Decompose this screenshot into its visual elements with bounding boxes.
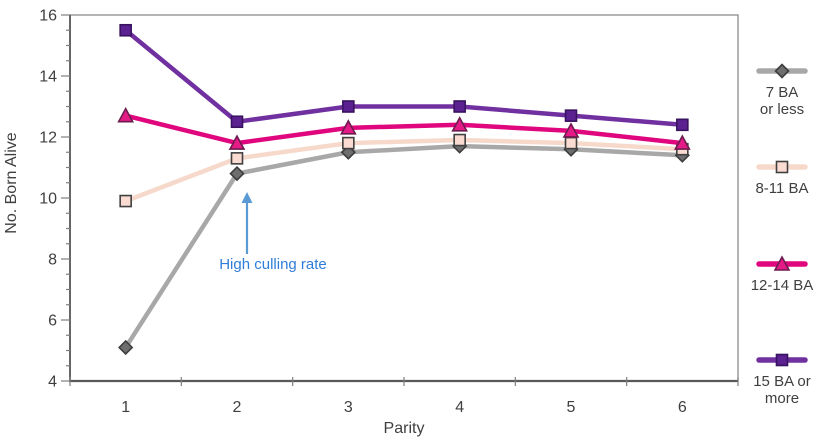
x-tick-label: 2 (233, 399, 242, 416)
legend-item-8-11-ba: 8-11 BA (744, 158, 820, 197)
data-point-marker (228, 134, 246, 150)
data-point-marker (774, 63, 790, 79)
y-tick-label: 14 (39, 69, 57, 86)
data-point-marker (775, 353, 789, 367)
data-point-marker (676, 118, 689, 132)
legend-label: 8-11 BA (744, 180, 820, 197)
data-point-marker (342, 100, 355, 113)
annotation-arrow-head (241, 192, 253, 203)
data-point-marker (119, 23, 132, 37)
data-point-marker (342, 136, 355, 150)
y-tick-label: 6 (48, 313, 57, 330)
series-12-14-ba (117, 106, 691, 150)
data-point-marker (453, 133, 466, 147)
legend-label-line: 12-14 BA (750, 277, 814, 294)
series-line (123, 113, 685, 146)
legend-label: 12-14 BA (744, 277, 820, 294)
legend-item-12-14-ba: 12-14 BA (744, 255, 820, 294)
legend-swatch (756, 255, 808, 271)
data-point-marker (339, 119, 357, 135)
data-point-marker (229, 165, 245, 182)
data-point-marker (230, 115, 244, 129)
series-line (123, 28, 685, 128)
y-tick-label: 12 (39, 130, 57, 147)
x-tick-label: 6 (678, 399, 687, 416)
series-8-11-ba (119, 133, 689, 208)
series-line (123, 137, 685, 204)
data-point-marker (564, 109, 578, 122)
y-tick-label: 16 (39, 8, 57, 25)
legend-label-line: 7 BA (765, 84, 799, 101)
legend-label-line: 8-11 BA (755, 180, 809, 197)
data-point-marker (451, 116, 469, 132)
legend-swatch (756, 353, 808, 367)
data-point-marker (453, 100, 466, 113)
data-point-marker (564, 136, 578, 150)
legend-item-7-ba-or-less: 7 BA or less (744, 62, 820, 118)
data-point-marker (118, 339, 134, 356)
legend-label: 15 BA or more (744, 373, 820, 407)
legend-swatch (756, 160, 808, 174)
x-tick-label: 1 (121, 399, 130, 416)
data-point-marker (673, 134, 691, 150)
legend-item-15-ba-or-more: 15 BA or more (744, 351, 820, 407)
x-tick-label: 5 (567, 399, 576, 416)
data-point-marker (117, 106, 135, 123)
legend: 7 BA or less 8-11 BA 12-14 BA 15 BA or more (744, 0, 820, 446)
x-axis-title: Parity (383, 420, 425, 437)
legend-label-line: more (764, 390, 800, 407)
y-tick-label: 8 (48, 252, 57, 269)
data-point-marker (773, 255, 791, 271)
plot-frame (69, 14, 739, 382)
series-15-ba-or-more (119, 23, 689, 132)
legend-swatch (756, 63, 808, 79)
legend-label-line: or less (759, 101, 805, 118)
annotation-text: High culling rate (219, 256, 327, 273)
legend-label: 7 BA or less (744, 84, 820, 118)
series-line (123, 143, 685, 350)
data-point-marker (775, 160, 789, 174)
y-axis-title: No. Born Alive (3, 132, 20, 234)
data-point-marker (562, 122, 580, 138)
x-tick-label: 4 (455, 399, 464, 416)
legend-label-line: 15 BA or (753, 373, 811, 390)
y-tick-label: 10 (39, 191, 57, 208)
x-tick-label: 3 (344, 399, 353, 416)
data-point-marker (119, 194, 132, 208)
y-tick-label: 4 (48, 374, 57, 391)
data-point-marker (230, 152, 244, 165)
